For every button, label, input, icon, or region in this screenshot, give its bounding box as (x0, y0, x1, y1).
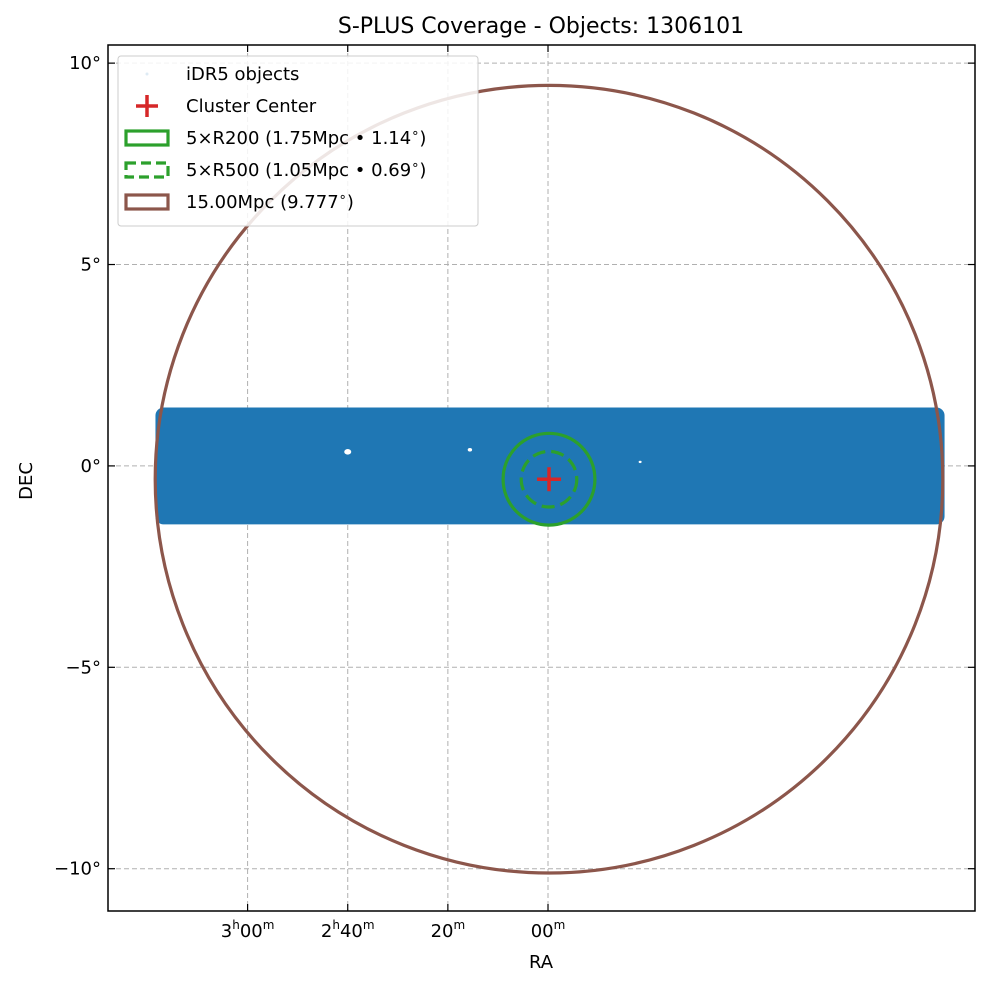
radius-circle-1 (519, 449, 579, 509)
plot-frame (107, 44, 976, 912)
legend-entry-0: iDR5 objects (145, 64, 299, 85)
coverage-gap-0 (344, 449, 352, 455)
coverage-gap-1 (467, 448, 473, 452)
legend-marker-rect (124, 129, 170, 147)
legend-label-2: 5×R200 (1.75Mpc • 1.14∘) (186, 126, 426, 149)
legend-label-1: Cluster Center (186, 96, 317, 117)
y-tick-label-3: −5° (65, 657, 101, 678)
radius-circle-2 (153, 83, 945, 875)
legend-entry-3: 5×R500 (1.05Mpc • 0.69∘) (124, 158, 426, 181)
x-tick-label-3: 00m (531, 918, 566, 942)
legend-marker-rect (124, 193, 170, 211)
legend-label-4: 15.00Mpc (9.777∘) (186, 190, 354, 213)
axes: 3h00m 2h40m 20m 00m 10° 5° 0° −5° −10° (54, 44, 976, 942)
radius-circle-0 (501, 431, 597, 527)
legend-label-3: 5×R500 (1.05Mpc • 0.69∘) (186, 158, 426, 181)
y-tick-label-0: 10° (69, 53, 101, 74)
legend-entry-2: 5×R200 (1.75Mpc • 1.14∘) (124, 126, 426, 149)
coverage-stripe (155, 407, 945, 525)
legend-entry-1: Cluster Center (136, 95, 317, 117)
legend-box (117, 55, 479, 227)
x-axis-label: RA (529, 952, 554, 973)
coverage-gap-2 (638, 460, 642, 464)
legend-entry-4: 15.00Mpc (9.777∘) (124, 190, 354, 213)
cluster-center-marker (537, 467, 562, 492)
y-tick-label-2: 0° (81, 456, 101, 477)
x-tick-label-0: 3h00m (221, 918, 275, 942)
legend: iDR5 objects Cluster Center 5×R200 (1.75Mp… (117, 55, 479, 227)
y-tick-label-4: −10° (54, 859, 101, 880)
legend-marker-rect (124, 161, 170, 179)
chart-title: S-PLUS Coverage - Objects: 1306101 (338, 14, 744, 39)
x-tick-label-2: 20m (431, 918, 466, 942)
y-tick-label-1: 5° (81, 255, 101, 276)
y-axis-label: DEC (16, 462, 37, 500)
plot-data (153, 83, 945, 875)
legend-label-0: iDR5 objects (186, 64, 299, 85)
legend-marker-point (145, 72, 149, 76)
x-tick-label-1: 2h40m (321, 918, 375, 942)
